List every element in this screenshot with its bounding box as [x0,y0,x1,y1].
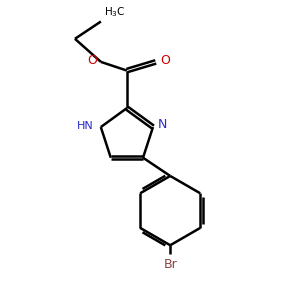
Text: O: O [88,54,98,67]
Text: Br: Br [163,258,177,271]
Text: O: O [160,54,170,67]
Text: H$_3$C: H$_3$C [104,5,125,19]
Text: HN: HN [77,121,94,130]
Text: N: N [158,118,168,131]
